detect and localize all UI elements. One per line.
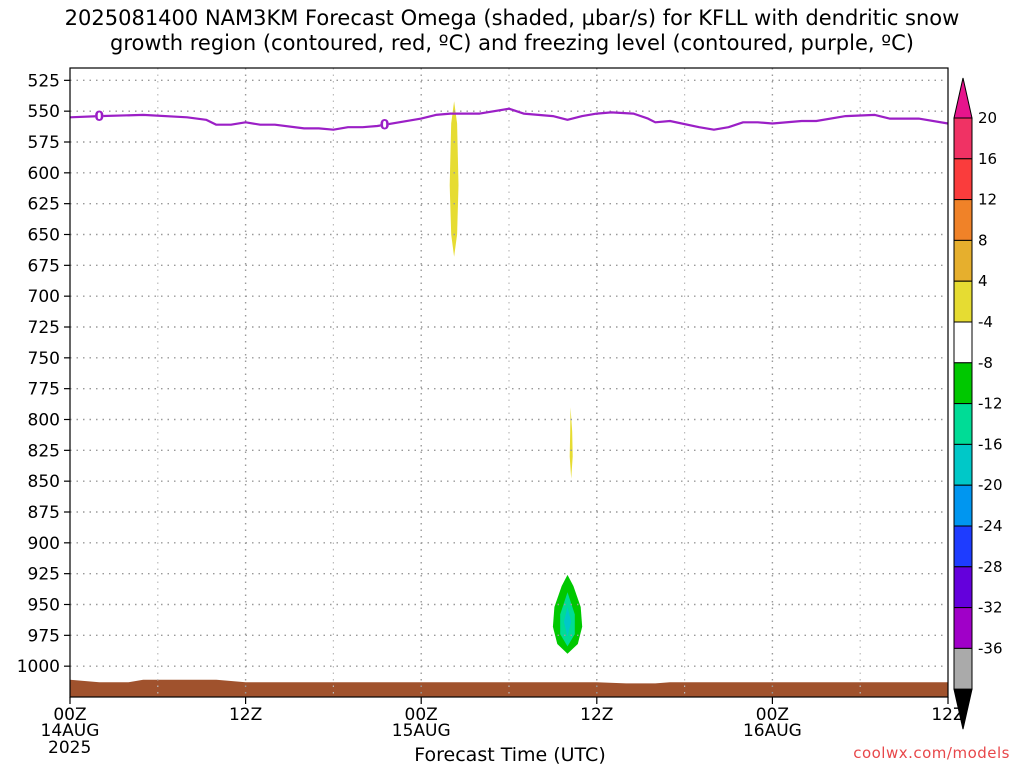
freezing-level-label: 0 — [380, 118, 390, 134]
freezing-level: 00 — [69, 107, 949, 134]
colorbar-label: -4 — [978, 313, 993, 331]
colorbar-label: -28 — [978, 558, 1003, 576]
chart-title-line2: growth region (contoured, red, ºC) and f… — [110, 31, 914, 55]
colorbar-label: -8 — [978, 354, 993, 372]
colorbar-segment — [953, 566, 973, 609]
x-tick-label: 00Z — [756, 705, 789, 725]
colorbar-segment — [953, 403, 973, 445]
y-tick-label: 850 — [28, 472, 60, 492]
y-tick-label: 800 — [28, 411, 60, 431]
colorbar-top-arrow — [953, 77, 973, 119]
x-tick-date: 16AUG — [743, 721, 802, 741]
colorbar-segment — [953, 647, 973, 690]
colorbar-label: -24 — [978, 517, 1003, 535]
x-axis-label: Forecast Time (UTC) — [414, 744, 606, 766]
omega-area-upward-4-8-low — [569, 407, 573, 479]
chart-title-line1: 2025081400 NAM3KM Forecast Omega (shaded… — [64, 6, 960, 30]
credit-text: coolwx.com/models — [853, 744, 1010, 762]
colorbar-bottom-arrow — [953, 688, 973, 730]
colorbar-segment — [953, 280, 973, 323]
x-tick-label: 00Z — [53, 705, 86, 725]
colorbar-label: 8 — [978, 231, 988, 249]
y-tick-label: 625 — [28, 195, 60, 215]
y-tick-label: 525 — [28, 71, 60, 91]
y-tick-label: 700 — [28, 287, 60, 307]
y-tick-label: 875 — [28, 503, 60, 523]
freezing-label-bg — [95, 109, 104, 124]
y-tick-label: 725 — [28, 318, 60, 338]
colorbar-label: 12 — [978, 191, 997, 209]
y-tick-label: 925 — [28, 565, 60, 585]
colorbar-label: 20 — [978, 109, 997, 127]
colorbar-label: -32 — [978, 599, 1003, 617]
y-tick-label: 675 — [28, 256, 60, 276]
plot-border — [69, 67, 949, 698]
y-tick-label: 1000 — [17, 657, 60, 677]
colorbar-segment — [953, 362, 973, 405]
freezing-level-line — [69, 107, 949, 131]
y-tick-label: 550 — [28, 102, 60, 122]
x-tick-date: 14AUG — [41, 721, 100, 741]
y-tick-label: 975 — [28, 626, 60, 646]
chart-title: 2025081400 NAM3KM Forecast Omega (shaded… — [0, 6, 1024, 56]
colorbar-segment — [953, 199, 973, 241]
y-tick-label: 900 — [28, 534, 60, 554]
y-tick-label: 750 — [28, 349, 60, 369]
gridlines — [70, 68, 948, 697]
colorbar-label: -36 — [978, 639, 1003, 657]
x-tick-label: 12Z — [580, 705, 613, 725]
y-tick-label: 650 — [28, 226, 60, 246]
colorbar-label: -16 — [978, 435, 1003, 453]
y-tick-label: 600 — [28, 164, 60, 184]
x-tick-label: 12Z — [229, 705, 262, 725]
x-tick-year: 2025 — [48, 738, 91, 758]
freezing-label-bg — [380, 117, 389, 132]
y-axis: 525 550 575 600 625 650 675 700 725 750 775 800 825 8… — [17, 71, 70, 677]
colorbar-segment — [953, 484, 973, 527]
colorbar-label: 4 — [978, 272, 988, 290]
y-tick-label: 575 — [28, 133, 60, 153]
x-tick-label: 00Z — [405, 705, 438, 725]
colorbar-segment — [953, 321, 973, 364]
y-tick-label: 775 — [28, 380, 60, 400]
omega-area-upward-4-8 — [449, 101, 459, 257]
colorbar-label: -12 — [978, 395, 1003, 413]
plot-frame — [69, 67, 949, 698]
colorbar-segment — [953, 158, 973, 201]
colorbar: 20 16 12 8 4 -4 -8 -12 -16 -20 -24 -28 -32 -36 — [953, 77, 1003, 730]
freezing-level-label: 0 — [94, 109, 104, 125]
colorbar-segment — [953, 607, 973, 649]
omega-areas — [449, 101, 583, 654]
y-tick-label: 825 — [28, 441, 60, 461]
y-tick-label: 950 — [28, 596, 60, 616]
omega-area-downward-12-16 — [563, 607, 572, 637]
colorbar-segment — [953, 525, 973, 568]
x-tick-date: 15AUG — [392, 721, 451, 741]
colorbar-label: 16 — [978, 150, 997, 168]
x-tick-label: 12Z — [931, 705, 964, 725]
colorbar-label: -20 — [978, 476, 1003, 494]
colorbar-segment — [953, 239, 973, 282]
terrain-fill — [70, 679, 948, 697]
colorbar-segment — [953, 443, 973, 486]
terrain — [70, 679, 948, 697]
colorbar-segment — [953, 117, 973, 160]
